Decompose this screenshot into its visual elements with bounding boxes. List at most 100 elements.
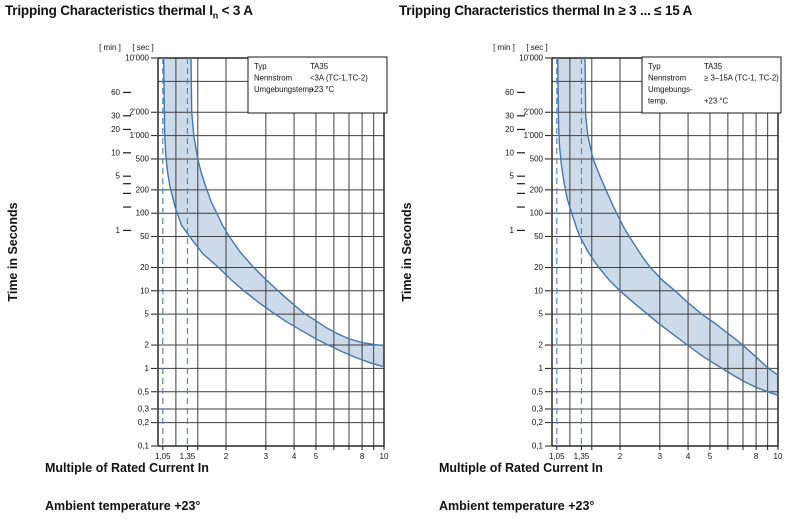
- legend-label: temp.: [648, 97, 668, 106]
- seconds-unit-header: [ sec ]: [132, 43, 153, 52]
- y-tick-label-seconds: 200: [530, 185, 544, 194]
- y-tick-label-seconds: 5: [539, 310, 544, 319]
- y-tick-label-seconds: 0,3: [138, 404, 150, 413]
- x-tick-label: 10: [774, 452, 783, 461]
- y-tick-label-seconds: 2'000: [130, 108, 150, 117]
- x-tick-label: 8: [360, 452, 365, 461]
- legend-box: Typ TA35 Nennstrom ≥ 3–15A (TC-1, TC-2) Umge…: [641, 56, 782, 114]
- x-tick-label: 8: [754, 452, 759, 461]
- legend-label: Typ: [254, 62, 267, 71]
- y-tick-label-seconds: 0,3: [532, 404, 544, 413]
- y-tick-label-minutes: 5: [510, 172, 515, 181]
- y-tick-label-seconds: 5: [145, 310, 150, 319]
- seconds-unit-header: [ sec ]: [526, 43, 547, 52]
- y-tick-label-seconds: 0,5: [138, 387, 150, 396]
- legend-value: +23 °C: [310, 85, 335, 94]
- y-tick-label-seconds: 200: [136, 185, 150, 194]
- min-trip-curve: [557, 57, 779, 396]
- y-tick-label-seconds: 500: [530, 154, 544, 163]
- y-tick-label-minutes: 1: [116, 226, 121, 235]
- x-tick-label: 4: [292, 452, 297, 461]
- y-tick-label-seconds: 10: [140, 286, 149, 295]
- y-tick-label-minutes: 10: [505, 148, 514, 157]
- y-tick-label-seconds: 2: [539, 341, 544, 350]
- y-tick-label-minutes: 20: [111, 125, 120, 134]
- page-title: Tripping Characteristics thermal In < 3 …: [5, 3, 253, 21]
- y-tick-label-seconds: 0,2: [532, 418, 544, 427]
- y-tick-label-minutes: 60: [111, 88, 120, 97]
- x-tick-label: 2: [224, 452, 229, 461]
- minutes-unit-header: [ min ]: [99, 43, 121, 52]
- max-trip-curve: [190, 57, 385, 347]
- y-tick-label-seconds: 100: [530, 209, 544, 218]
- x-axis-title: Multiple of Rated Current In: [439, 461, 603, 475]
- y-tick-label-minutes: 30: [111, 111, 120, 120]
- x-tick-label: 5: [314, 452, 319, 461]
- y-tick-label-seconds: 20: [140, 263, 149, 272]
- legend-value: TA35: [704, 62, 723, 71]
- x-tick-label: 1,35: [180, 452, 196, 461]
- legend-value: TA35: [310, 62, 329, 71]
- x-axis: 1,05 1,35 2 3 4 5 8 10: [155, 446, 389, 461]
- y-tick-label-seconds: 100: [136, 209, 150, 218]
- y-tick-label-seconds: 0,2: [138, 418, 150, 427]
- y-tick-label-minutes: 5: [116, 172, 121, 181]
- y-tick-label-seconds: 1: [145, 364, 150, 373]
- y-tick-label-seconds: 2: [145, 341, 150, 350]
- title-subscript: n: [212, 10, 219, 21]
- ambient-temperature-note: Ambient temperature +23°: [439, 499, 595, 513]
- y-tick-label-seconds: 2'000: [524, 108, 544, 117]
- y-axis-minutes: 60 30 20 10 5 1: [505, 88, 525, 235]
- title-prefix: Tripping Characteristics thermal I: [5, 3, 213, 18]
- y-tick-label-seconds: 0,1: [532, 442, 544, 451]
- y-tick-label-seconds: 50: [140, 232, 149, 241]
- y-tick-label-minutes: 10: [111, 148, 120, 157]
- current-limit-dashed-lines: [162, 58, 189, 446]
- chart-panel-right: Tripping Characteristics thermal In ≥ 3 …: [394, 0, 788, 522]
- y-tick-label-minutes: 1: [510, 226, 515, 235]
- x-tick-label: 4: [686, 452, 691, 461]
- y-tick-label-seconds: 10'000: [125, 54, 149, 63]
- chart-panel-left: Tripping Characteristics thermal In < 3 …: [5, 3, 389, 513]
- legend-label: Umgebungs-: [648, 85, 693, 94]
- y-tick-label-seconds: 500: [136, 154, 150, 163]
- current-limit-dashed-lines: [556, 58, 583, 446]
- y-tick-label-seconds: 1'000: [524, 131, 544, 140]
- tripping-plot: 1,05 1,35 2 3 4 5 8 1010'0002'0001'000500200100…: [99, 43, 389, 461]
- tripping-tolerance-band: [163, 58, 384, 367]
- max-trip-curve: [584, 57, 779, 376]
- x-tick-label: 2: [618, 452, 623, 461]
- legend-label: Typ: [648, 62, 661, 71]
- legend-label: Nennstrom: [254, 74, 292, 83]
- y-tick-label-seconds: 20: [534, 263, 543, 272]
- x-tick-label: 1,05: [549, 452, 565, 461]
- x-axis: 1,05 1,35 2 3 4 5 8 10: [549, 446, 783, 461]
- y-tick-label-minutes: 30: [505, 111, 514, 120]
- min-trip-curve: [163, 57, 385, 368]
- x-tick-label: 5: [708, 452, 713, 461]
- y-tick-label-minutes: 60: [505, 88, 514, 97]
- legend-label: Nennstrom: [648, 74, 686, 83]
- minutes-unit-header: [ min ]: [493, 43, 515, 52]
- x-tick-label: 10: [380, 452, 389, 461]
- y-tick-label-seconds: 1'000: [130, 131, 150, 140]
- x-tick-label: 3: [264, 452, 269, 461]
- title-prefix: Tripping Characteristics thermal In ≥ 3 …: [399, 3, 693, 18]
- legend-value: +23 °C: [704, 97, 729, 106]
- legend-box: Typ TA35 Nennstrom <3A (TC-1,TC-2) Umgebungs…: [247, 56, 388, 114]
- title-suffix: < 3 A: [218, 3, 253, 18]
- x-tick-label: 1,05: [155, 452, 171, 461]
- y-tick-label-seconds: 1: [539, 364, 544, 373]
- x-tick-label: 1,35: [574, 452, 590, 461]
- legend-value: ≥ 3–15A (TC-1, TC-2): [704, 74, 779, 83]
- page-title: Tripping Characteristics thermal In ≥ 3 …: [399, 3, 692, 21]
- y-tick-label-seconds: 10: [534, 286, 543, 295]
- y-axis-seconds: 10'000 2'000 1'000 500 200 100 50 20 10 5 2 1 0,5 0,3…: [125, 54, 157, 451]
- y-tick-label-seconds: 10'000: [519, 54, 543, 63]
- y-tick-label-seconds: 0,1: [138, 442, 150, 451]
- legend-value: <3A (TC-1,TC-2): [310, 74, 368, 83]
- y-tick-label-minutes: 20: [505, 125, 514, 134]
- y-tick-label-seconds: 50: [534, 232, 543, 241]
- legend-label: Umgebungstemp.: [254, 85, 316, 94]
